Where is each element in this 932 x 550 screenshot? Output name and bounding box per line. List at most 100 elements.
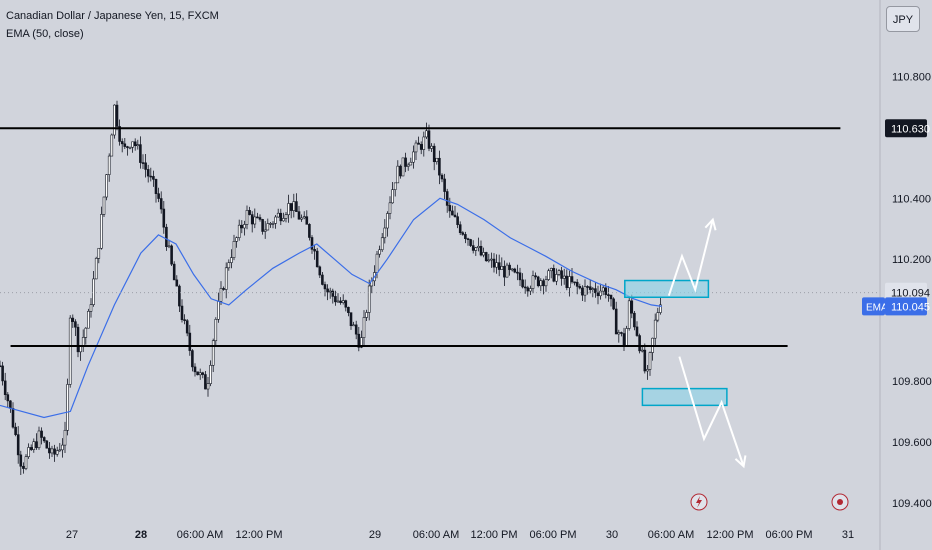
candle-body [193, 366, 197, 373]
candle-body [154, 179, 158, 194]
candle-body [42, 437, 46, 442]
upper-zone[interactable] [624, 279, 710, 299]
candle-body [214, 318, 218, 342]
candle-body [48, 447, 51, 454]
x-tick-label: 06:00 PM [765, 529, 812, 541]
ema-value-label: 110.045 [891, 301, 930, 313]
candle-body [438, 157, 441, 176]
candle-body [6, 394, 10, 402]
current-price-label: 110.094 [891, 288, 930, 300]
candle-body [245, 210, 249, 225]
candle-body [341, 300, 345, 303]
indicator-label[interactable]: EMA (50, close) [6, 28, 84, 40]
candle-body [588, 286, 592, 290]
candle-body [180, 305, 184, 320]
candle-body [414, 142, 418, 153]
candle-body [573, 281, 576, 284]
candle-body [232, 240, 236, 258]
candle-body [204, 374, 207, 390]
candle-body [383, 227, 387, 239]
candle-body [510, 268, 514, 271]
candle-body [516, 271, 519, 274]
candle-body [458, 224, 462, 233]
candle-body [656, 312, 660, 321]
candle-body [300, 217, 303, 220]
candle-body [633, 312, 636, 328]
candle-body [653, 319, 657, 339]
candle-body [601, 287, 605, 292]
candle-body [250, 214, 254, 225]
candle-body [659, 304, 662, 313]
candle-body [596, 292, 600, 297]
candle-body [209, 365, 212, 384]
candle-body [144, 162, 147, 170]
candle-body [53, 448, 56, 455]
candle-body [607, 294, 610, 296]
candle-body [118, 126, 121, 142]
candle-body [240, 224, 244, 229]
candle-body [139, 144, 142, 163]
candle-body [539, 280, 543, 287]
candle-body [113, 104, 116, 136]
candle-body [464, 234, 467, 240]
candle-body [612, 298, 615, 310]
candle-body [297, 211, 301, 220]
candle-body [448, 205, 452, 212]
candle-body [432, 145, 436, 163]
candle-body [1, 365, 4, 382]
candle-body [27, 447, 30, 458]
candle-body [92, 278, 95, 305]
lower-zone[interactable] [641, 387, 728, 407]
candle-body [198, 372, 202, 376]
candle-body [206, 383, 210, 390]
y-tick-label: 109.800 [892, 376, 932, 388]
candle-body [334, 296, 337, 303]
candle-body [526, 287, 530, 292]
candle-body [24, 456, 28, 469]
candle-body [643, 349, 647, 372]
candle-body [609, 294, 613, 300]
x-tick-label: 29 [369, 529, 381, 541]
candle-body [100, 214, 103, 249]
symbol-title: Canadian Dollar / Japanese Yen, 15, FXCM [6, 10, 219, 22]
candle-body [261, 219, 264, 232]
candle-body [406, 164, 410, 167]
candle-body [443, 178, 446, 192]
candle-body [71, 317, 75, 322]
y-tick-label: 110.200 [892, 254, 931, 266]
candle-body [14, 426, 17, 435]
candle-body [347, 306, 350, 313]
candle-body [152, 176, 155, 180]
candle-body [378, 249, 381, 255]
y-tick-label: 109.600 [892, 437, 932, 449]
candle-body [562, 275, 566, 279]
candle-body [183, 319, 186, 321]
candle-body [404, 157, 407, 167]
candle-body [253, 216, 257, 225]
candle-body [0, 365, 2, 368]
candle-body [422, 136, 426, 150]
candle-body [102, 196, 106, 215]
bullish-projection[interactable] [667, 219, 714, 297]
bearish-projection[interactable] [678, 356, 745, 467]
candle-body [367, 285, 371, 313]
currency-button[interactable]: JPY [886, 6, 920, 32]
candle-body [604, 287, 608, 295]
candle-body [237, 224, 241, 238]
lightning-glyph [696, 496, 702, 508]
candle-body [292, 201, 296, 211]
candle-body [362, 317, 366, 338]
candle-body [66, 384, 69, 431]
candle-body [393, 182, 397, 190]
candle-body [591, 288, 595, 290]
candle-body [513, 268, 517, 273]
candle-body [583, 286, 587, 296]
candle-body [521, 279, 524, 288]
candle-body [295, 201, 298, 212]
candle-body [263, 229, 267, 232]
candle-body [188, 332, 192, 351]
candle-body [146, 169, 150, 177]
x-tick-label: 06:00 AM [413, 529, 459, 541]
candle-body [534, 275, 537, 278]
